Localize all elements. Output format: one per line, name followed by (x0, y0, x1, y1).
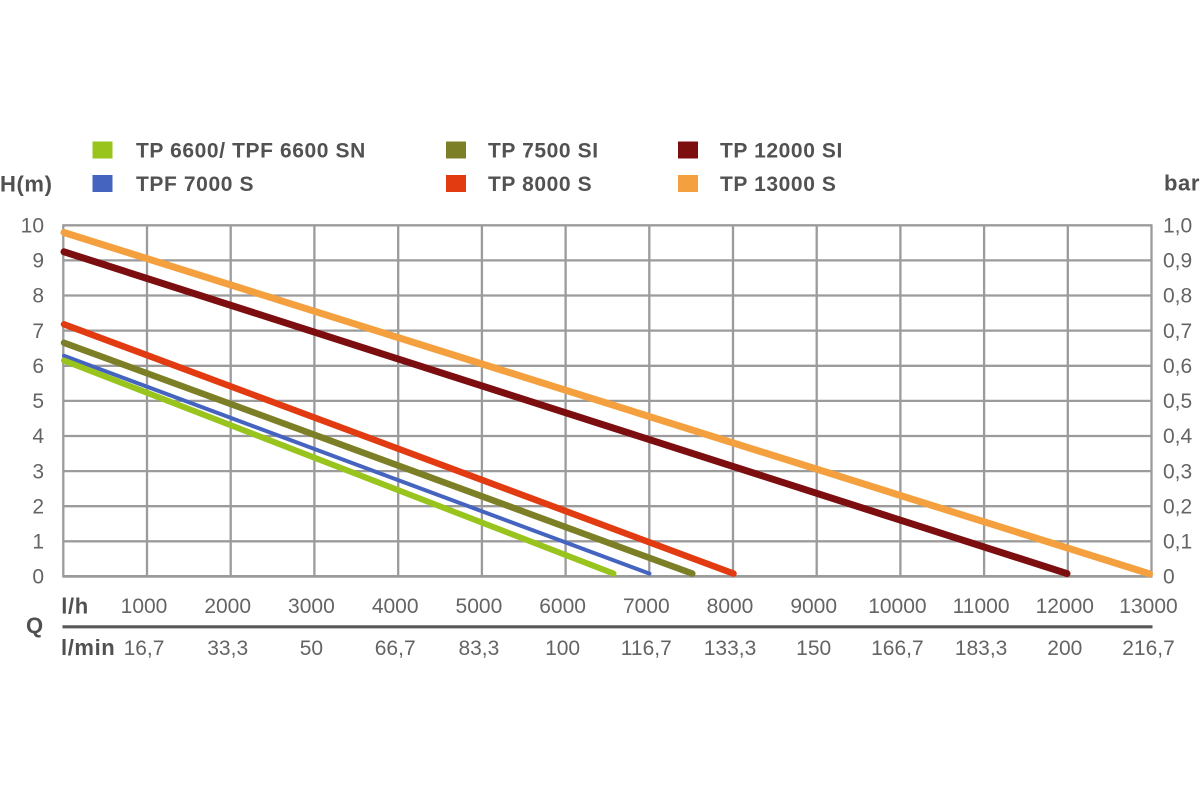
svg-text:0,6: 0,6 (1163, 355, 1192, 378)
svg-text:2000: 2000 (204, 595, 251, 618)
svg-text:183,3: 183,3 (955, 637, 1008, 660)
svg-text:7000: 7000 (623, 595, 670, 618)
svg-text:H(m): H(m) (0, 172, 53, 197)
svg-text:33,3: 33,3 (207, 637, 248, 660)
svg-text:150: 150 (796, 637, 831, 660)
svg-text:200: 200 (1047, 637, 1082, 660)
svg-text:5000: 5000 (456, 595, 503, 618)
svg-text:13000: 13000 (1119, 595, 1177, 618)
svg-text:0: 0 (32, 566, 44, 589)
svg-text:0,1: 0,1 (1163, 531, 1192, 554)
svg-text:50: 50 (300, 637, 323, 660)
svg-text:116,7: 116,7 (621, 637, 672, 660)
svg-text:1: 1 (32, 531, 44, 554)
svg-text:4000: 4000 (372, 595, 419, 618)
svg-text:9: 9 (32, 250, 44, 273)
svg-text:Q: Q (26, 613, 44, 638)
svg-text:TP 13000 S: TP 13000 S (720, 173, 837, 196)
svg-text:6000: 6000 (539, 595, 586, 618)
svg-text:10: 10 (21, 215, 44, 238)
svg-text:6: 6 (32, 355, 44, 378)
svg-text:100: 100 (545, 637, 580, 660)
svg-text:2: 2 (32, 495, 44, 518)
svg-text:TP 7500 SI: TP 7500 SI (488, 140, 599, 163)
svg-text:TP 12000 SI: TP 12000 SI (720, 140, 843, 163)
svg-text:0,3: 0,3 (1163, 460, 1192, 483)
svg-text:0,8: 0,8 (1163, 285, 1192, 308)
svg-text:8000: 8000 (707, 595, 754, 618)
svg-text:133,3: 133,3 (704, 637, 757, 660)
svg-text:9000: 9000 (790, 595, 837, 618)
svg-text:12000: 12000 (1036, 595, 1094, 618)
svg-text:1000: 1000 (121, 595, 168, 618)
svg-text:3: 3 (32, 460, 44, 483)
svg-text:66,7: 66,7 (375, 637, 416, 660)
svg-text:bar: bar (1164, 171, 1200, 196)
svg-text:3000: 3000 (288, 595, 335, 618)
svg-text:l/h: l/h (61, 594, 88, 619)
svg-text:0,4: 0,4 (1163, 425, 1193, 448)
svg-text:16,7: 16,7 (124, 637, 165, 660)
svg-text:10000: 10000 (868, 595, 926, 618)
svg-text:11000: 11000 (953, 595, 1010, 618)
svg-text:4: 4 (32, 425, 44, 448)
svg-text:0: 0 (1163, 566, 1175, 589)
svg-text:0,9: 0,9 (1163, 250, 1192, 273)
svg-text:TP 6600/ TPF 6600 SN: TP 6600/ TPF 6600 SN (136, 140, 366, 163)
svg-text:TP 8000 S: TP 8000 S (488, 173, 592, 196)
svg-text:l/min: l/min (61, 635, 115, 660)
svg-text:TPF 7000 S: TPF 7000 S (136, 173, 254, 196)
svg-text:8: 8 (32, 285, 44, 308)
svg-text:7: 7 (32, 320, 44, 343)
svg-text:166,7: 166,7 (871, 637, 924, 660)
svg-text:5: 5 (32, 390, 44, 413)
svg-text:83,3: 83,3 (458, 637, 499, 660)
svg-text:0,2: 0,2 (1163, 495, 1192, 518)
svg-text:0,7: 0,7 (1163, 320, 1192, 343)
svg-text:216,7: 216,7 (1122, 637, 1175, 660)
svg-text:1,0: 1,0 (1163, 215, 1192, 238)
svg-text:0,5: 0,5 (1163, 390, 1192, 413)
